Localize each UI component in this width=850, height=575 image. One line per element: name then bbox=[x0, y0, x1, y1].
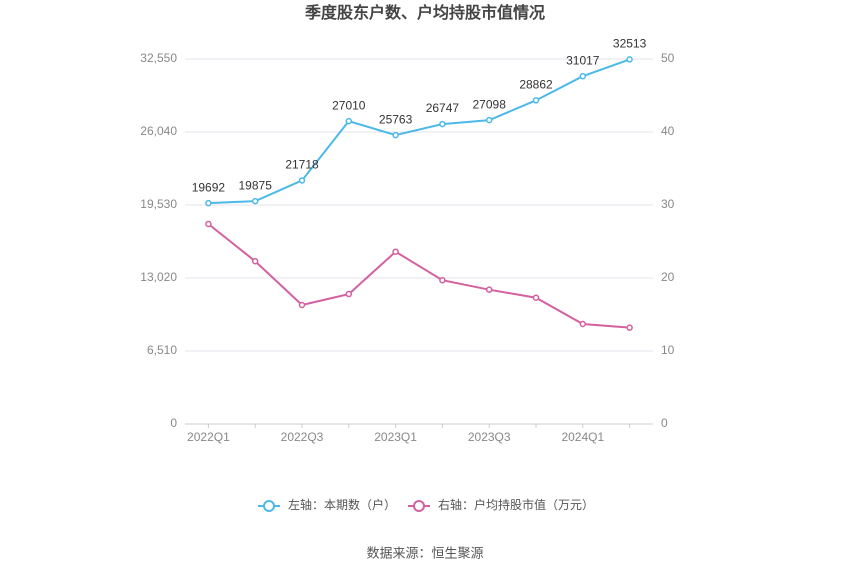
legend-marker bbox=[413, 500, 425, 512]
y-tick-label: 13,020 bbox=[140, 270, 177, 284]
data-point bbox=[298, 301, 306, 309]
data-point bbox=[485, 116, 493, 124]
data-label: 31017 bbox=[566, 53, 600, 67]
y2-tick-label: 20 bbox=[661, 270, 675, 284]
x-tick-label: 2023Q3 bbox=[468, 430, 511, 444]
data-point bbox=[439, 276, 446, 284]
y-tick-label: 19,530 bbox=[140, 197, 177, 211]
data-point bbox=[345, 117, 353, 125]
x-tick-label: 2024Q1 bbox=[561, 430, 604, 444]
data-label: 26747 bbox=[426, 101, 460, 115]
data-label: 25763 bbox=[379, 112, 413, 126]
data-point bbox=[251, 197, 259, 205]
data-label: 32513 bbox=[613, 37, 647, 51]
data-point bbox=[345, 290, 353, 298]
data-label: 19692 bbox=[192, 180, 226, 194]
source-note: 数据来源：恒生聚源 bbox=[366, 545, 483, 560]
y-tick-label: 6,510 bbox=[147, 343, 177, 357]
y2-tick-label: 40 bbox=[661, 124, 675, 138]
data-label: 28862 bbox=[519, 78, 553, 92]
data-point bbox=[579, 72, 587, 80]
x-tick-label: 2022Q3 bbox=[281, 430, 324, 444]
legend-label: 左轴：本期数（户） bbox=[288, 497, 396, 512]
data-point bbox=[439, 120, 446, 128]
data-point bbox=[485, 286, 493, 293]
data-point bbox=[532, 97, 540, 104]
series-line bbox=[207, 223, 630, 329]
data-point bbox=[298, 177, 306, 184]
data-label: 27010 bbox=[332, 98, 366, 112]
data-point bbox=[205, 199, 212, 207]
x-tick-label: 2023Q1 bbox=[374, 430, 417, 444]
y2-tick-label: 30 bbox=[661, 197, 675, 211]
series-line bbox=[208, 58, 630, 205]
data-point bbox=[626, 324, 633, 331]
y-tick-label: 26,040 bbox=[140, 124, 177, 138]
data-label: 27098 bbox=[473, 97, 507, 111]
data-label: 21718 bbox=[285, 158, 319, 172]
data-point bbox=[579, 320, 587, 328]
y2-tick-label: 10 bbox=[661, 343, 675, 357]
chart-title: 季度股东户数、户均持股市值情况 bbox=[304, 3, 545, 22]
data-point bbox=[251, 257, 259, 265]
data-point bbox=[392, 248, 399, 255]
data-point bbox=[205, 220, 212, 228]
y-tick-label: 32,550 bbox=[140, 51, 177, 65]
x-tick-label: 2022Q1 bbox=[187, 430, 230, 444]
y2-tick-label: 0 bbox=[661, 416, 668, 430]
y2-tick-label: 50 bbox=[661, 51, 675, 65]
y-tick-label: 0 bbox=[170, 416, 177, 430]
data-point bbox=[392, 131, 399, 139]
data-label: 19875 bbox=[239, 178, 273, 192]
legend-label: 右轴：户均持股市值（万元） bbox=[438, 497, 594, 512]
data-point bbox=[626, 56, 633, 63]
legend-marker bbox=[263, 500, 275, 512]
data-point bbox=[532, 294, 540, 301]
